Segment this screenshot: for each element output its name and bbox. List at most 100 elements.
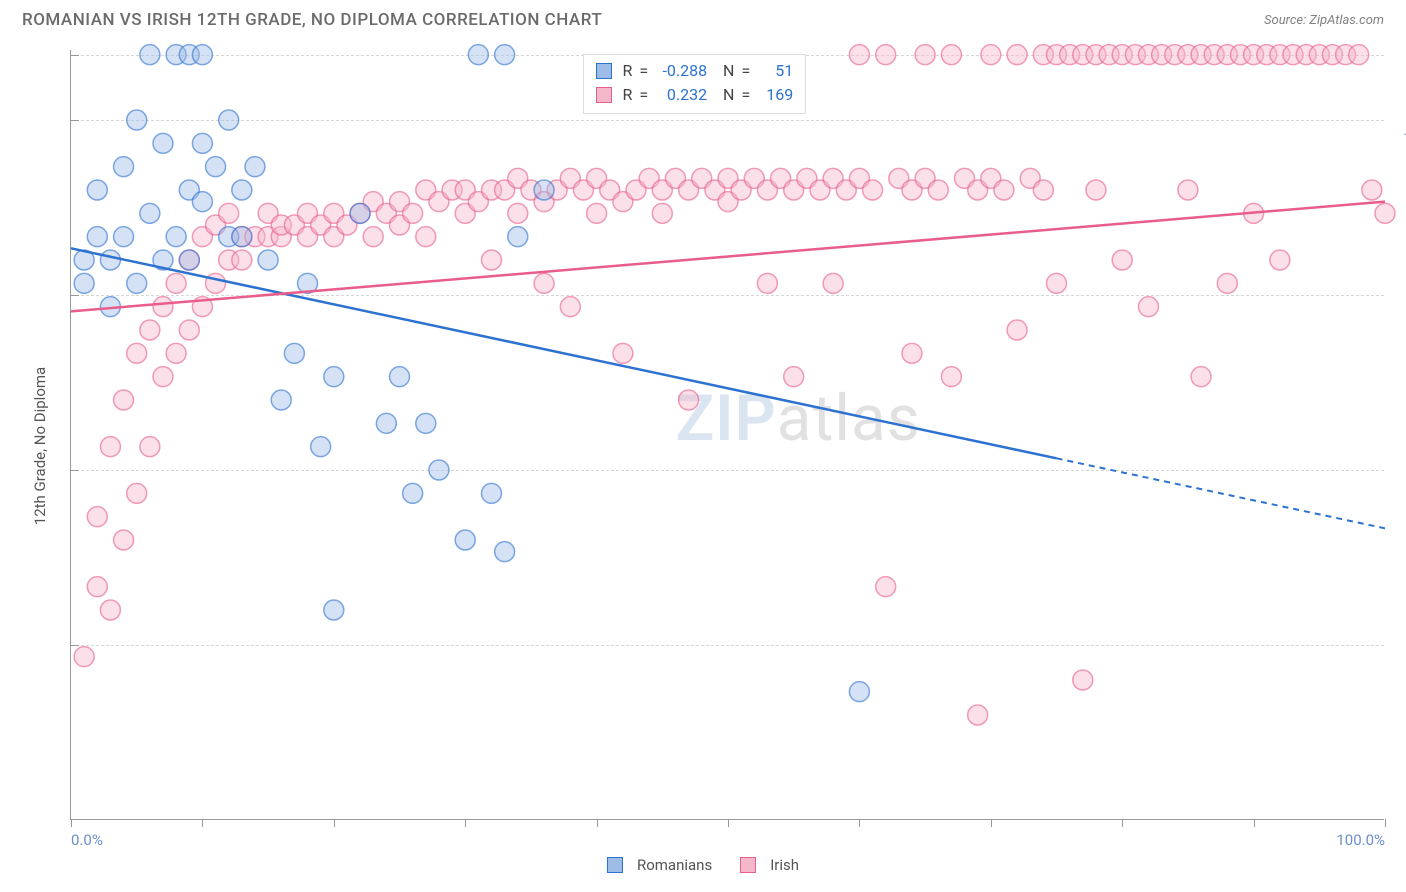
scatter-point-romanians: [508, 227, 528, 247]
x-tick: [1122, 819, 1123, 827]
scatter-point-irish: [114, 390, 134, 410]
legend-swatch-icon: [740, 857, 756, 873]
stats-legend-box: R=-0.288 N=51R=0.232 N=169: [583, 54, 806, 114]
x-tick: [202, 819, 203, 827]
legend-item-romanians: Romanians: [607, 856, 712, 874]
scatter-point-irish: [1007, 320, 1027, 340]
scatter-point-irish: [1178, 180, 1198, 200]
scatter-point-irish: [1112, 250, 1132, 270]
scatter-point-irish: [1217, 273, 1237, 293]
scatter-point-romanians: [232, 227, 252, 247]
x-tick: [71, 819, 72, 827]
scatter-point-romanians: [192, 133, 212, 153]
chart-svg: [71, 50, 1385, 820]
scatter-point-romanians: [206, 157, 226, 177]
chart-header: ROMANIAN VS IRISH 12TH GRADE, NO DIPLOMA…: [0, 0, 1406, 40]
scatter-point-irish: [1138, 297, 1158, 317]
scatter-point-irish: [1033, 180, 1053, 200]
stats-swatch-icon: [596, 87, 612, 103]
scatter-point-irish: [166, 273, 186, 293]
chart-source: Source: ZipAtlas.com: [1264, 13, 1384, 28]
scatter-point-romanians: [495, 45, 515, 65]
scatter-point-romanians: [350, 203, 370, 223]
x-tick-label: 0.0%: [71, 831, 103, 849]
scatter-point-romanians: [114, 227, 134, 247]
scatter-point-irish: [863, 180, 883, 200]
scatter-point-romanians: [284, 343, 304, 363]
scatter-point-romanians: [245, 157, 265, 177]
scatter-point-irish: [1007, 45, 1027, 65]
scatter-point-irish: [87, 577, 107, 597]
x-tick: [1385, 819, 1386, 827]
scatter-point-romanians: [87, 180, 107, 200]
scatter-point-irish: [1375, 203, 1395, 223]
stats-n-value: 169: [757, 83, 793, 107]
scatter-point-irish: [757, 273, 777, 293]
scatter-point-romanians: [481, 483, 501, 503]
legend-label: Romanians: [637, 856, 712, 874]
stats-r-label: R: [622, 83, 632, 107]
bottom-legend: Romanians Irish: [607, 856, 799, 874]
scatter-point-irish: [87, 507, 107, 527]
stats-r-value: 0.232: [655, 83, 707, 107]
scatter-point-irish: [1073, 670, 1093, 690]
scatter-point-irish: [981, 45, 1001, 65]
x-tick: [1254, 819, 1255, 827]
scatter-point-irish: [1191, 367, 1211, 387]
stats-swatch-icon: [596, 63, 612, 79]
scatter-point-romanians: [114, 157, 134, 177]
scatter-point-romanians: [311, 437, 331, 457]
scatter-point-romanians: [390, 367, 410, 387]
scatter-point-romanians: [324, 367, 344, 387]
scatter-point-irish: [1086, 180, 1106, 200]
stats-r-value: -0.288: [655, 59, 707, 83]
scatter-point-irish: [560, 297, 580, 317]
scatter-point-irish: [652, 203, 672, 223]
scatter-point-irish: [1362, 180, 1382, 200]
stats-r-label: R: [622, 59, 632, 83]
chart-title: ROMANIAN VS IRISH 12TH GRADE, NO DIPLOMA…: [22, 10, 602, 30]
stats-n-label: N: [723, 83, 734, 107]
x-tick: [859, 819, 860, 827]
scatter-point-irish: [219, 203, 239, 223]
scatter-point-irish: [206, 273, 226, 293]
stats-row-irish: R=0.232 N=169: [596, 83, 793, 107]
x-tick: [465, 819, 466, 827]
scatter-point-irish: [508, 203, 528, 223]
scatter-point-irish: [994, 180, 1014, 200]
scatter-point-irish: [1047, 273, 1067, 293]
scatter-point-irish: [74, 647, 94, 667]
scatter-point-irish: [679, 390, 699, 410]
scatter-point-romanians: [403, 483, 423, 503]
scatter-point-romanians: [271, 390, 291, 410]
scatter-point-romanians: [127, 110, 147, 130]
scatter-point-irish: [823, 273, 843, 293]
scatter-point-irish: [232, 250, 252, 270]
scatter-point-irish: [613, 343, 633, 363]
scatter-point-romanians: [495, 542, 515, 562]
scatter-point-romanians: [258, 250, 278, 270]
scatter-point-irish: [403, 203, 423, 223]
scatter-point-romanians: [219, 110, 239, 130]
scatter-point-romanians: [140, 203, 160, 223]
scatter-point-irish: [534, 273, 554, 293]
scatter-point-romanians: [166, 227, 186, 247]
scatter-point-romanians: [192, 192, 212, 212]
x-tick: [597, 819, 598, 827]
scatter-point-romanians: [534, 180, 554, 200]
scatter-point-irish: [481, 250, 501, 270]
scatter-point-romanians: [100, 250, 120, 270]
legend-swatch-icon: [607, 857, 623, 873]
scatter-point-irish: [915, 45, 935, 65]
scatter-point-irish: [902, 343, 922, 363]
scatter-point-irish: [140, 437, 160, 457]
scatter-point-romanians: [192, 45, 212, 65]
legend-label: Irish: [770, 856, 799, 874]
scatter-point-irish: [100, 437, 120, 457]
scatter-point-romanians: [87, 227, 107, 247]
scatter-point-romanians: [232, 180, 252, 200]
scatter-point-irish: [127, 483, 147, 503]
scatter-point-irish: [876, 577, 896, 597]
scatter-point-romanians: [153, 133, 173, 153]
scatter-point-irish: [179, 320, 199, 340]
